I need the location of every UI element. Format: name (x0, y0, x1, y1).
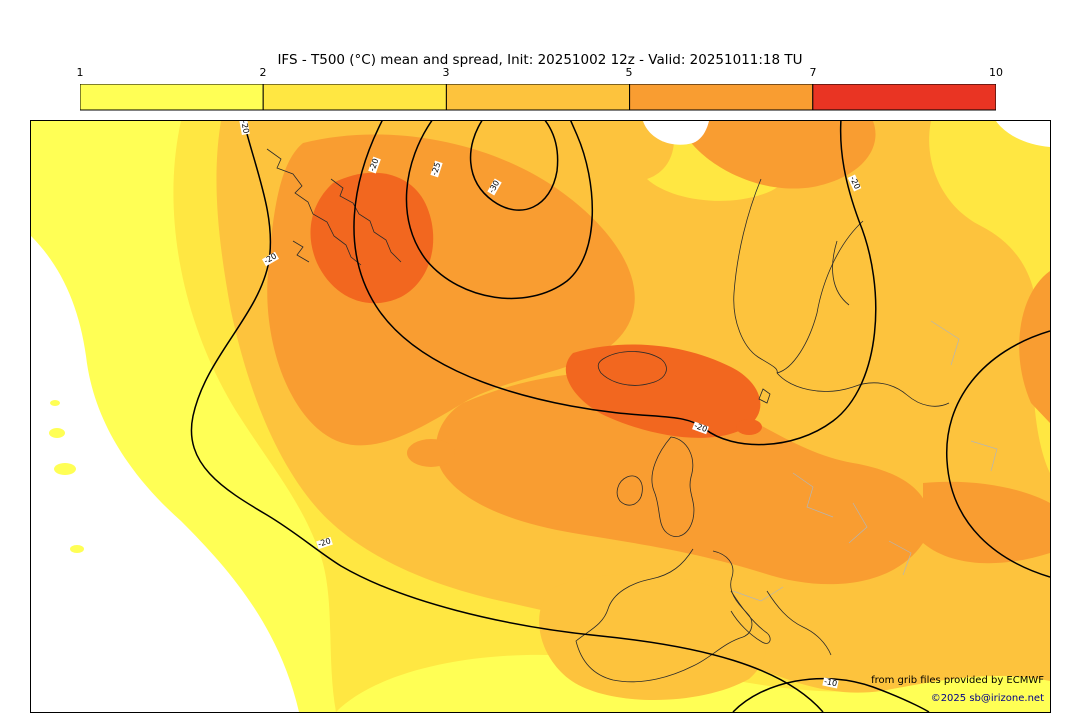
spread-region-lt1 (31, 236, 299, 712)
colorbar-segment-5-7 (629, 83, 814, 111)
colorbar-segment-2-3 (262, 83, 447, 111)
colorbar-tick: 2 (259, 66, 267, 79)
colorbar-tick: 7 (809, 66, 817, 79)
colorbar-segment-3-5 (445, 83, 631, 111)
contour-label: -20 (239, 120, 251, 136)
chart-title: IFS - T500 (°C) mean and spread, Init: 2… (277, 52, 803, 68)
colorbar-tick: 3 (442, 66, 450, 79)
colorbar-segment-1-2 (79, 83, 264, 111)
forecast-map: -20 -20 -25 -30 -20 -20 -20 -20 -10 from… (30, 120, 1051, 713)
colorbar-tick: 10 (989, 66, 1003, 79)
attribution-text: from grib files provided by ECMWF (871, 675, 1044, 686)
colorbar-tick: 1 (76, 66, 84, 79)
colorbar-segment-7-10 (812, 83, 997, 111)
spread-region-7-10 (310, 172, 762, 438)
colorbar-tick: 5 (625, 66, 633, 79)
coastlines (266, 148, 950, 683)
copyright-text: ©2025 sb@irizone.net (930, 693, 1044, 704)
country-borders (732, 320, 998, 602)
colorbar (79, 83, 997, 111)
spread-region-lt1-notches (643, 121, 1050, 147)
atlantic-islands (49, 400, 84, 553)
